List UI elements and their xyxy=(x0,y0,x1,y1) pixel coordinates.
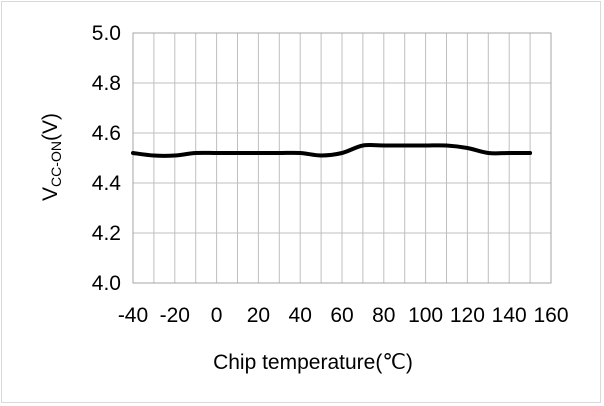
x-tick-label: 160 xyxy=(533,304,568,327)
x-tick-label: 100 xyxy=(408,304,443,327)
y-axis-label-main: V xyxy=(39,187,62,201)
x-tick-label: 120 xyxy=(450,304,485,327)
x-tick-label: -40 xyxy=(118,304,148,327)
x-tick-label: 40 xyxy=(289,304,312,327)
series-layer xyxy=(131,142,533,158)
y-axis-label-tail: (V) xyxy=(39,113,62,141)
x-tick-label: -20 xyxy=(160,304,190,327)
x-tick-labels: -40 -20 0 20 40 60 80 100 120 140 160 xyxy=(118,304,569,327)
x-tick-label: 0 xyxy=(211,304,223,327)
y-tick-label: 4.2 xyxy=(92,222,121,245)
y-tick-label: 5.0 xyxy=(92,22,121,45)
plot-border xyxy=(132,32,552,284)
x-tick-label: 60 xyxy=(330,304,353,327)
plot-area-border xyxy=(132,32,552,284)
series-line xyxy=(131,142,533,158)
y-axis-label: VCC-ON(V) xyxy=(39,113,64,201)
y-tick-label: 4.6 xyxy=(92,122,121,145)
y-tick-label: 4.0 xyxy=(92,272,121,295)
y-axis-label-sub: CC-ON xyxy=(48,141,64,187)
grid-lines xyxy=(132,32,552,284)
x-axis-label: Chip temperature(℃) xyxy=(213,351,413,374)
x-tick-label: 20 xyxy=(247,304,270,327)
y-tick-labels: 4.0 4.2 4.4 4.6 4.8 5.0 xyxy=(92,22,122,295)
y-tick-label: 4.4 xyxy=(92,172,122,195)
x-tick-label: 80 xyxy=(372,304,395,327)
x-tick-label: 140 xyxy=(492,304,527,327)
y-tick-label: 4.8 xyxy=(92,72,121,95)
